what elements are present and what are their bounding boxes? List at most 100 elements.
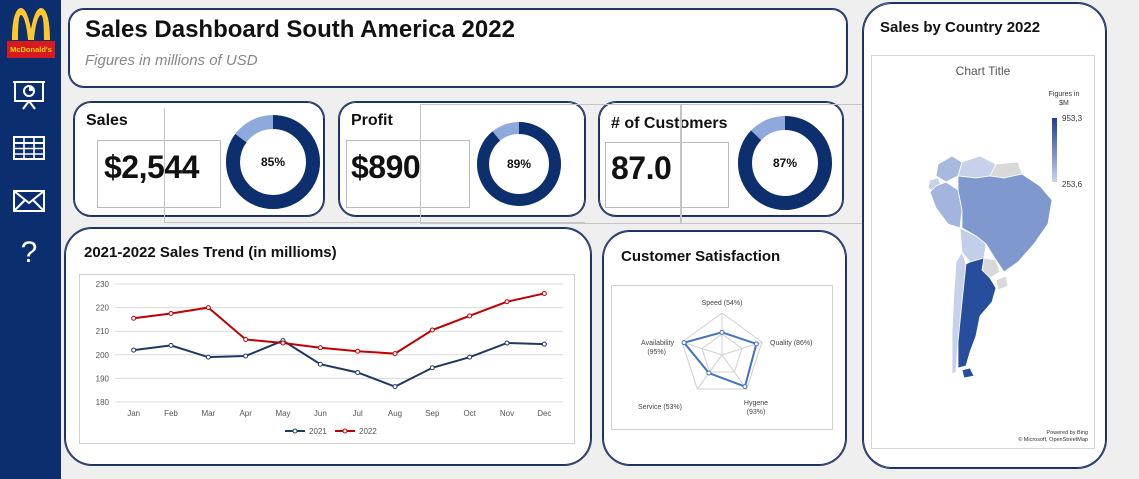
kpi-card-customers: # of Customers 87.0 87% — [598, 101, 844, 217]
mail-icon[interactable] — [12, 186, 46, 216]
map-legend-title-line2: $M — [1059, 100, 1069, 107]
data-point — [355, 370, 361, 375]
kpi-value-box — [605, 142, 729, 208]
data-point — [280, 340, 286, 346]
legend-label: 2022 — [359, 427, 377, 436]
sales-trend-card: 2021-2022 Sales Trend (in millioms) 180 1… — [64, 227, 592, 466]
series-line-2022 — [133, 292, 545, 355]
data-point — [317, 345, 323, 351]
x-tick-label: Dec — [537, 409, 551, 418]
map-legend-min: 253,6 — [1062, 180, 1083, 189]
kpi-value-box — [346, 140, 470, 208]
map-credit: Powered by Bing © Microsoft, OpenStreetM… — [1018, 430, 1088, 444]
kpi-label: Profit — [351, 112, 393, 129]
radar-axis-value-label: (95%) — [647, 349, 666, 356]
page-title: Sales Dashboard South America 2022 — [85, 16, 515, 43]
radar-point — [719, 329, 725, 335]
data-point — [467, 313, 473, 319]
x-tick-label: Jun — [314, 409, 327, 418]
y-tick-label: 210 — [96, 327, 110, 336]
data-point — [317, 361, 323, 367]
data-point — [168, 311, 174, 316]
customer-satisfaction-radar: Speed (54%) Quality (86%) Hygene (93%) Servi… — [611, 285, 833, 430]
data-point — [205, 354, 211, 360]
map-chart-area: Chart Title Figures in $M 953,3 253,6 — [871, 55, 1095, 449]
legend-marker — [292, 428, 298, 434]
legend-marker — [342, 428, 348, 434]
donut-filled-arc — [738, 116, 832, 210]
map-credit-line2: © Microsoft, OpenStreetMap — [1018, 437, 1088, 443]
x-tick-label: May — [275, 409, 290, 418]
sales-by-country-card: Sales by Country 2022 Chart Title Figure… — [862, 2, 1107, 469]
x-tick-label: Jul — [353, 409, 363, 418]
data-point — [168, 342, 174, 348]
radar-axis-label: Quality (86%) — [770, 340, 812, 347]
y-tick-label: 190 — [96, 374, 110, 383]
data-point — [429, 365, 435, 371]
selection-outline — [420, 104, 894, 224]
data-point — [541, 341, 547, 347]
data-point — [504, 340, 510, 346]
map-legend-gradient — [1052, 118, 1057, 182]
x-tick-label: Apr — [239, 409, 252, 418]
x-tick-label: Aug — [388, 409, 402, 418]
selection-outline — [680, 104, 682, 224]
data-point — [429, 327, 435, 333]
y-tick-label: 230 — [96, 280, 110, 289]
radar-gridline — [681, 312, 763, 390]
radar-axis-label: Availability — [641, 340, 674, 347]
kpi-value: 87.0 — [611, 150, 672, 186]
series-line-2021 — [133, 339, 545, 388]
kpi-label: # of Customers — [611, 115, 728, 132]
y-tick-label: 180 — [96, 398, 110, 407]
map-legend-max: 953,3 — [1062, 114, 1083, 123]
data-point — [205, 305, 211, 311]
data-point — [392, 351, 398, 357]
kpi-card-sales: Sales $2,544 85% — [73, 101, 325, 217]
radar-point — [706, 370, 712, 376]
data-point — [243, 353, 249, 359]
golden-arches-icon — [12, 8, 50, 40]
map-legend-title: Figures in $M — [1040, 90, 1088, 108]
x-tick-label: Jan — [127, 409, 140, 418]
kpi-value-box — [97, 140, 221, 208]
customer-satisfaction-card: Customer Satisfaction Speed (54%) Quality… — [602, 230, 847, 466]
data-point — [131, 347, 137, 353]
sidebar: McDonald's ? — [0, 0, 61, 479]
header-card: Sales Dashboard South America 2022 Figur… — [68, 8, 848, 88]
south-america-map — [927, 155, 1053, 379]
presentation-icon[interactable] — [12, 80, 46, 110]
map-credit-line1: Powered by Bing — [1046, 430, 1088, 436]
radar-point — [753, 341, 759, 347]
map-legend-title-line1: Figures in — [1048, 91, 1080, 98]
radar-axis — [721, 354, 748, 390]
kpi-donut: 85% — [226, 115, 320, 209]
data-point — [467, 354, 473, 360]
data-point — [243, 336, 249, 342]
help-icon[interactable]: ? — [12, 235, 46, 265]
x-tick-label: Oct — [463, 409, 476, 418]
kpi-value: $890 — [351, 149, 421, 185]
donut-filled-arc — [477, 122, 561, 206]
x-tick-label: Nov — [500, 409, 514, 418]
radar-point — [742, 384, 748, 390]
kpi-donut: 87% — [738, 116, 832, 210]
radar-axis-label: Service (53%) — [638, 404, 682, 411]
data-point — [541, 290, 547, 296]
radar-series-line — [682, 331, 758, 388]
donut-percent-label: 89% — [507, 157, 531, 171]
radar-axis-value-label: (93%) — [747, 409, 766, 416]
x-tick-label: Feb — [164, 409, 178, 418]
data-point — [392, 384, 398, 390]
kpi-donut: 89% — [477, 122, 561, 206]
radar-axis-label: Speed (54%) — [702, 300, 743, 307]
sales-by-country-title: Sales by Country 2022 — [880, 19, 1041, 36]
kpi-card-profit: Profit $890 89% — [338, 101, 586, 217]
donut-filled-arc — [226, 115, 320, 209]
data-point — [131, 315, 137, 321]
table-icon[interactable] — [12, 133, 46, 163]
donut-percent-label: 85% — [261, 155, 285, 169]
svg-text:?: ? — [21, 236, 38, 265]
radar-axis-label: Hygene — [744, 400, 768, 407]
y-tick-label: 200 — [96, 351, 110, 360]
